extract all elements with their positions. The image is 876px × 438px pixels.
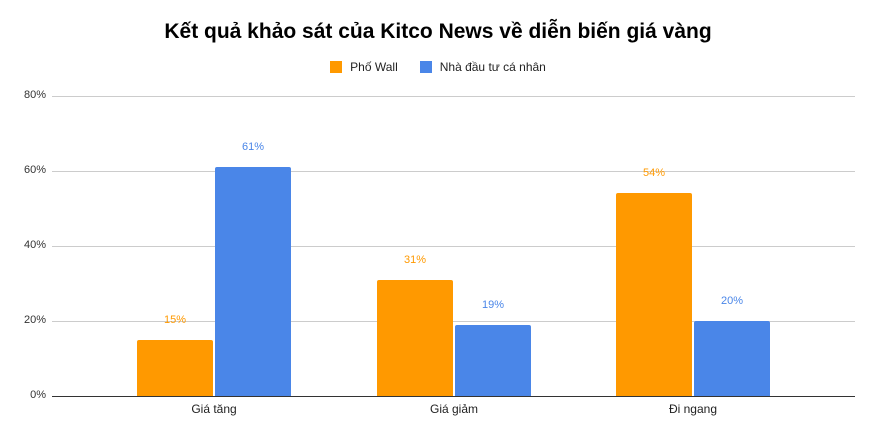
x-tick-di-ngang: Đi ngang <box>668 402 718 416</box>
bar-value-label: 31% <box>403 254 427 266</box>
y-tick-0: 0% <box>30 389 46 401</box>
legend-item-nha-dau-tu[interactable]: Nhà đầu tư cá nhân <box>419 60 546 74</box>
bar-value-label: 19% <box>481 299 505 311</box>
legend: Phố Wall Nhà đầu tư cá nhân <box>0 60 876 74</box>
bar-value-label: 15% <box>163 314 187 326</box>
legend-item-pho-wall[interactable]: Phố Wall <box>330 60 398 74</box>
x-axis-line <box>52 396 855 397</box>
y-tick-80: 80% <box>23 89 46 101</box>
bar-pho-wall-1[interactable] <box>377 280 453 396</box>
y-tick-60: 60% <box>23 164 46 176</box>
bar-nha-dau-tu-2[interactable] <box>694 321 770 396</box>
bar-value-label: 61% <box>241 141 265 153</box>
bar-pho-wall-0[interactable] <box>137 340 213 396</box>
bar-value-label: 54% <box>642 167 666 179</box>
x-tick-gia-tang: Giá tăng <box>191 402 237 416</box>
gridline-80 <box>52 96 855 97</box>
gridline-20 <box>52 321 855 322</box>
legend-label-pho-wall: Phố Wall <box>350 60 398 74</box>
bar-value-label: 20% <box>720 295 744 307</box>
bar-pho-wall-2[interactable] <box>616 193 692 396</box>
bar-nha-dau-tu-0[interactable] <box>215 167 291 396</box>
legend-label-nha-dau-tu: Nhà đầu tư cá nhân <box>439 60 546 74</box>
y-tick-40: 40% <box>23 239 46 251</box>
bar-nha-dau-tu-1[interactable] <box>455 325 531 396</box>
y-tick-20: 20% <box>23 314 46 326</box>
gridline-60 <box>52 171 855 172</box>
gridline-40 <box>52 246 855 247</box>
legend-swatch-nha-dau-tu <box>419 61 432 73</box>
legend-swatch-pho-wall <box>330 61 343 73</box>
chart-title: Kết quả khảo sát của Kitco News về diễn … <box>164 20 712 43</box>
x-tick-gia-giam: Giá giảm <box>429 402 479 416</box>
